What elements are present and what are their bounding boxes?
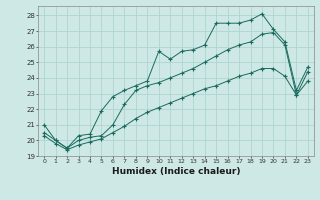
X-axis label: Humidex (Indice chaleur): Humidex (Indice chaleur) [112, 167, 240, 176]
